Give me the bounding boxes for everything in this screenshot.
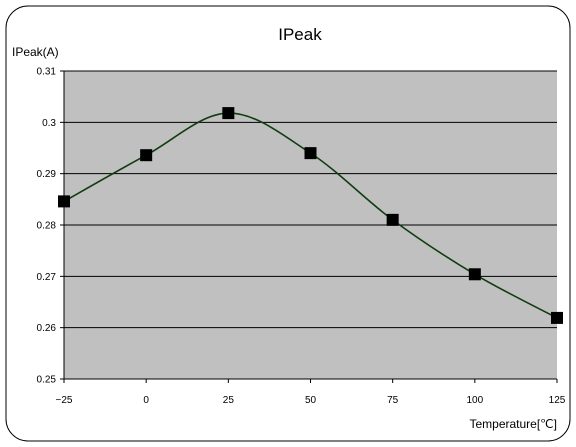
x-tick-label: 25 <box>223 395 235 406</box>
data-point-marker <box>468 268 481 281</box>
data-point-marker <box>551 311 563 324</box>
y-axis-label: IPeak(A) <box>12 45 59 59</box>
gridlines <box>64 70 557 329</box>
data-series <box>58 107 563 324</box>
y-tick-label: 0.3 <box>42 118 56 129</box>
chart-title: IPeak <box>278 25 322 44</box>
x-tick-label: 0 <box>143 395 149 406</box>
x-axis-label: Temperature[℃] <box>469 417 557 431</box>
y-tick-label: 0.28 <box>37 221 57 232</box>
data-point-marker <box>304 147 317 160</box>
x-tick-label: −25 <box>56 395 73 406</box>
y-axis-ticks: 0.25 0.26 0.27 0.28 0.29 0.3 0.31 <box>37 67 64 386</box>
data-point-marker <box>222 107 235 120</box>
x-tick-label: 100 <box>466 395 483 406</box>
data-point-marker <box>58 195 70 208</box>
y-tick-label: 0.26 <box>37 323 57 334</box>
data-point-marker <box>386 213 399 226</box>
x-tick-label: 75 <box>387 395 399 406</box>
y-tick-label: 0.31 <box>37 67 57 78</box>
x-tick-label: 125 <box>549 395 566 406</box>
y-tick-label: 0.29 <box>37 169 57 180</box>
x-axis-ticks: −25 0 25 50 75 100 125 <box>56 379 566 406</box>
y-tick-label: 0.27 <box>37 272 57 283</box>
data-point-marker <box>140 149 153 162</box>
y-tick-label: 0.25 <box>37 375 57 386</box>
x-tick-label: 50 <box>305 395 317 406</box>
